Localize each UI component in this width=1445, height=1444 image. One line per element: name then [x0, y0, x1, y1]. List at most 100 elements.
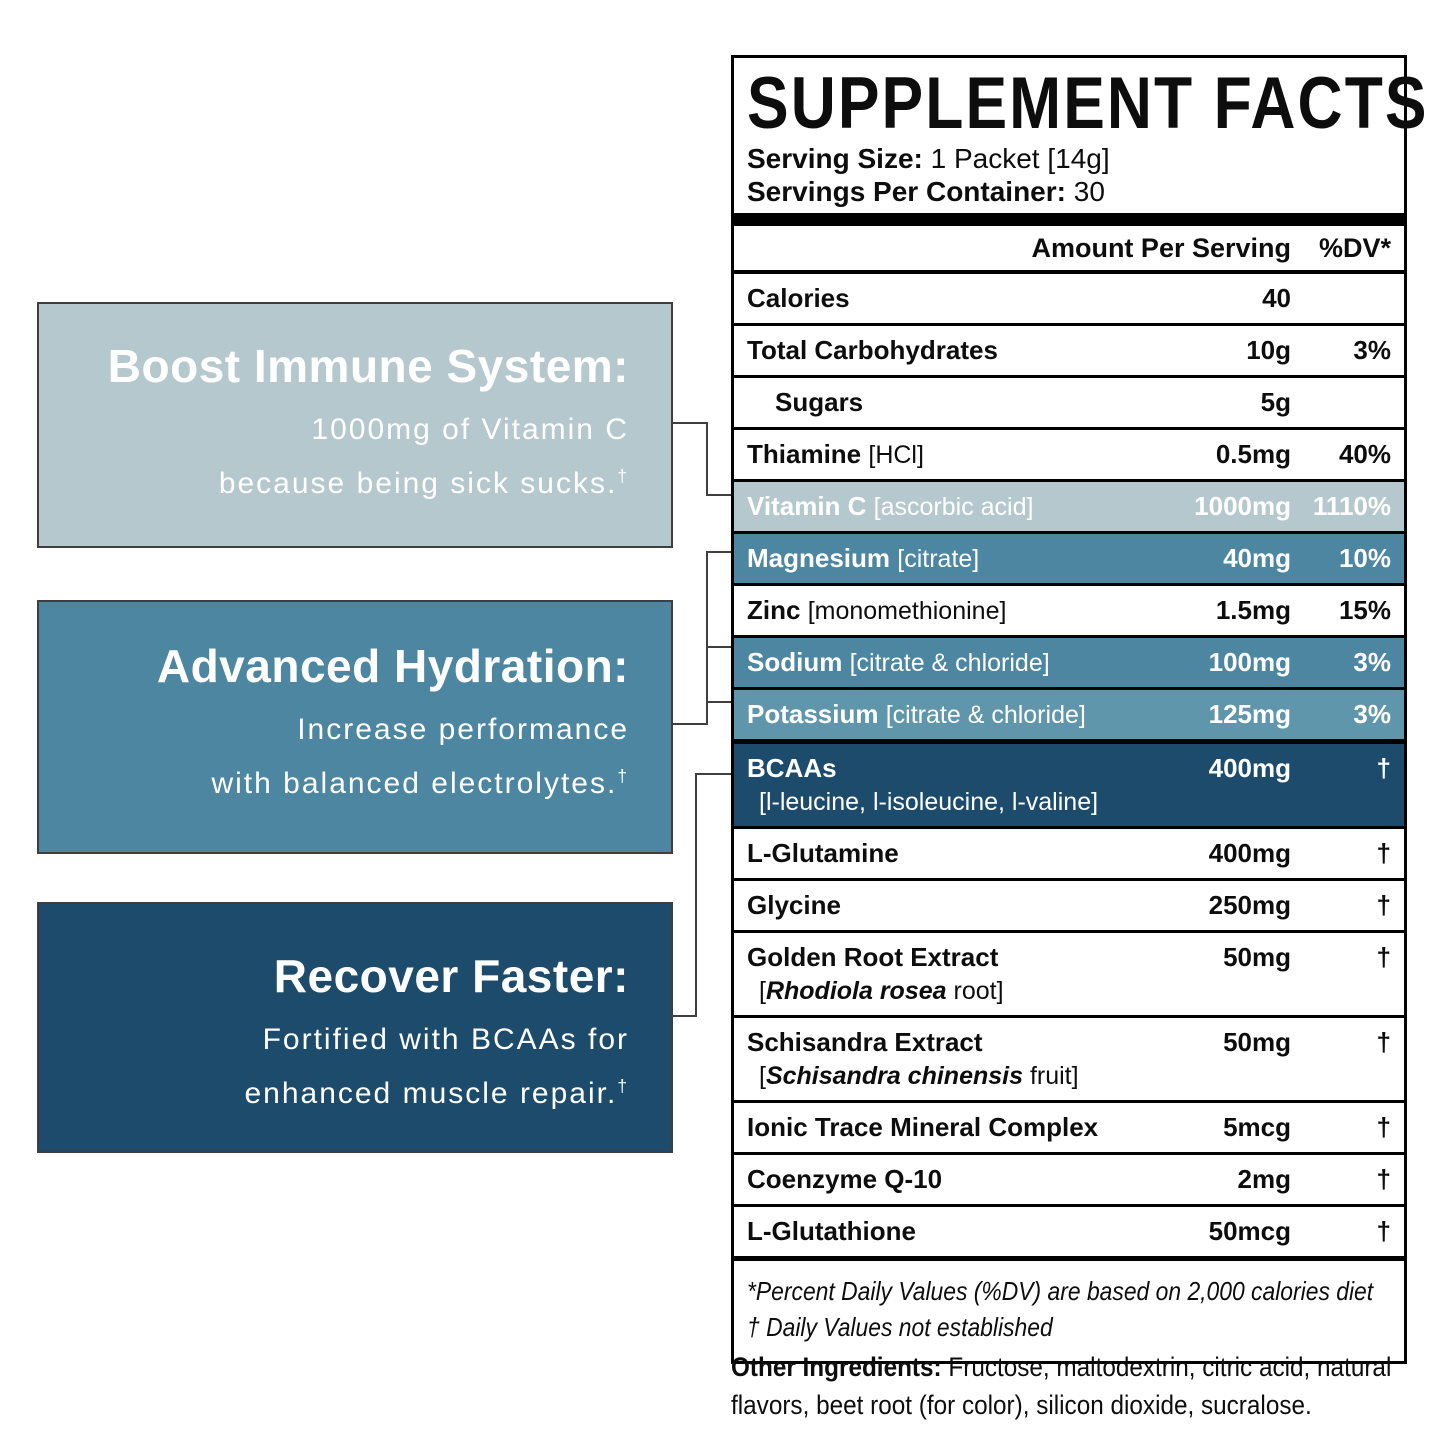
row-name: Calories [747, 283, 850, 313]
callout-line: Fortified with BCAAs for [262, 1023, 629, 1056]
facts-row: Total Carbohydrates 10g 3% [734, 323, 1404, 375]
facts-row: Golden Root Extract 50mg † [Rhodiola ros… [734, 930, 1404, 1015]
row-amount: 0.5mg [1215, 439, 1291, 469]
row-name: Magnesium [747, 543, 891, 573]
row-amount: 10g [1246, 335, 1291, 365]
row-dv: 40% [1338, 439, 1391, 469]
dagger-mark: † [617, 766, 629, 786]
row-name: Glycine [747, 890, 841, 920]
row-name: Potassium [747, 699, 879, 729]
row-amount: 1000mg [1194, 491, 1291, 521]
serving-size-value: 1 Packet [14g] [930, 143, 1110, 174]
row-name: Zinc [747, 595, 801, 625]
other-ingredients-text: Fructose, maltodextrin, citric acid, nat… [731, 1352, 1392, 1420]
facts-row: L-Glutamine 400mg † [734, 826, 1404, 878]
row-name: Golden Root Extract [747, 942, 999, 972]
row-name: Coenzyme Q-10 [747, 1164, 943, 1194]
servings-label: Servings Per Container: [747, 176, 1066, 207]
dagger-mark: † [617, 466, 629, 486]
row-dv: † [1376, 890, 1391, 920]
callout-title: Advanced Hydration: [156, 640, 629, 692]
row-amount: 5g [1260, 387, 1291, 417]
connector-potassium-stub [706, 701, 732, 703]
connector-vitaminc-line [706, 494, 732, 496]
row-dv: 15% [1338, 595, 1391, 625]
row-amount: 5mcg [1223, 1112, 1291, 1142]
callout-subtext: Increase performance with balanced elect… [39, 706, 629, 807]
row-dv: † [1376, 838, 1391, 868]
row-amount: 40mg [1223, 543, 1291, 573]
callout-line: enhanced muscle repair.† [244, 1076, 629, 1110]
row-dv: † [1376, 942, 1391, 972]
serving-size-label: Serving Size: [747, 143, 923, 174]
row-name: BCAAs [747, 753, 837, 783]
row-name: Vitamin C [747, 491, 867, 521]
callout-title: Recover Faster: [273, 950, 629, 1002]
row-detail: [ascorbic acid] [873, 493, 1034, 521]
facts-header: SUPPLEMENT FACTS Serving Size: 1 Packet … [734, 58, 1427, 208]
connector-vitaminc-line [706, 422, 708, 496]
facts-row: Schisandra Extract 50mg † [Schisandra ch… [734, 1015, 1404, 1100]
serving-size-line: Serving Size: 1 Packet [14g] [747, 142, 1391, 175]
row-name: Thiamine [747, 439, 862, 469]
servings-value: 30 [1073, 176, 1105, 207]
row-dv: 1110% [1312, 491, 1391, 521]
row-amount: 100mg [1208, 647, 1291, 677]
connector-magnesium-stub [706, 551, 732, 553]
facts-row: Zinc [monomethionine] 1.5mg 15% [734, 583, 1404, 635]
row-amount: 250mg [1208, 890, 1291, 920]
facts-row: Ionic Trace Mineral Complex 5mcg † [734, 1100, 1404, 1152]
row-subline: [l-leucine, l-isoleucine, l-valine] [759, 788, 1099, 816]
facts-row: Sugars 5g [734, 375, 1404, 427]
row-name: L-Glutathione [747, 1216, 916, 1246]
thick-divider-bar [734, 213, 1404, 226]
callout-recover-faster: Recover Faster: Fortified with BCAAs for… [37, 902, 673, 1153]
row-amount: 125mg [1208, 699, 1291, 729]
facts-row: Glycine 250mg † [734, 878, 1404, 930]
row-name: Sodium [747, 647, 843, 677]
footnote-block: *Percent Daily Values (%DV) are based on… [734, 1256, 1404, 1361]
row-dv: † [1376, 1027, 1391, 1057]
callout-boost-immune: Boost Immune System: 1000mg of Vitamin C… [37, 302, 673, 548]
footnote-line: † Daily Values not established [747, 1312, 1053, 1342]
row-amount: 2mg [1237, 1164, 1291, 1194]
facts-row: Vitamin C [ascorbic acid] 1000mg 1110% [734, 479, 1404, 531]
row-detail: [citrate & chloride] [849, 649, 1050, 677]
facts-row: Sodium [citrate & chloride] 100mg 3% [734, 635, 1404, 687]
supplement-facts-panel: SUPPLEMENT FACTS Serving Size: 1 Packet … [731, 55, 1427, 1364]
connector-electrolytes-line [706, 551, 708, 725]
row-amount: 400mg [1208, 753, 1291, 783]
row-detail: [citrate & chloride] [885, 701, 1086, 729]
connector-sodium-stub [706, 646, 732, 648]
row-subline: [Schisandra chinensis fruit] [759, 1062, 1079, 1090]
row-detail: [citrate] [897, 545, 980, 573]
row-dv: † [1376, 1112, 1391, 1142]
callout-line: Increase performance [297, 713, 629, 746]
row-dv: 3% [1353, 335, 1391, 365]
connector-vitaminc-line [671, 422, 708, 424]
column-header-amount: Amount Per Serving [1031, 232, 1291, 263]
facts-row: Potassium [citrate & chloride] 125mg 3% [734, 687, 1404, 739]
other-ingredients: Other Ingredients: Fructose, maltodextri… [731, 1348, 1406, 1424]
facts-row: L-Glutathione 50mcg † [734, 1204, 1404, 1256]
row-amount: 50mg [1223, 942, 1291, 972]
servings-per-container-line: Servings Per Container: 30 [747, 175, 1391, 208]
connector-bcaa-line [695, 773, 697, 1017]
facts-row: Magnesium [citrate] 40mg 10% [734, 531, 1404, 583]
facts-row: Calories 40 [734, 274, 1404, 323]
facts-row: Thiamine [HCl] 0.5mg 40% [734, 427, 1404, 479]
column-header-dv: %DV* [1318, 232, 1391, 263]
row-name: Total Carbohydrates [747, 335, 998, 365]
callout-title: Boost Immune System: [107, 340, 629, 392]
row-dv: † [1376, 1216, 1391, 1246]
connector-bcaa-line [695, 773, 732, 775]
row-dv: 3% [1353, 699, 1391, 729]
connector-electrolytes-line [671, 723, 708, 725]
column-header-row: Amount Per Serving %DV* [734, 226, 1404, 274]
other-ingredients-label: Other Ingredients: [731, 1352, 942, 1382]
row-detail: [HCl] [868, 441, 924, 469]
row-name: Ionic Trace Mineral Complex [747, 1112, 1099, 1142]
callout-subtext: 1000mg of Vitamin C because being sick s… [39, 406, 629, 507]
row-name: Sugars [775, 387, 864, 417]
